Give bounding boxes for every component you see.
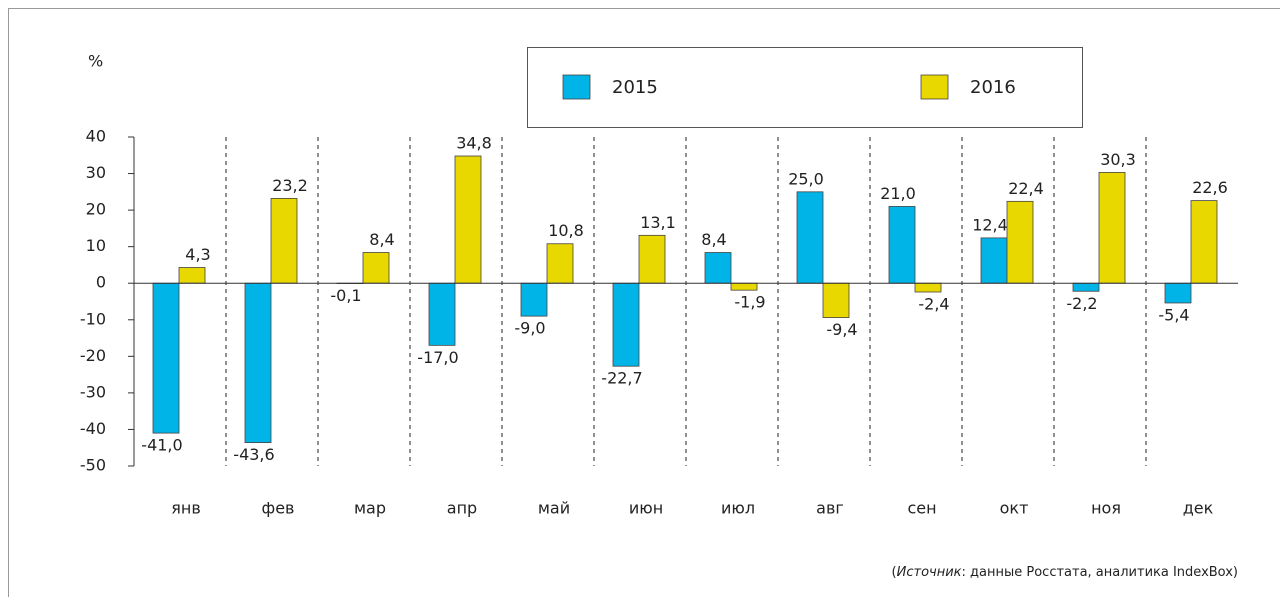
x-tick-label: июл <box>721 499 755 518</box>
value-label: 8,4 <box>701 230 726 249</box>
x-tick-label: янв <box>171 499 201 518</box>
y-tick-label: -20 <box>80 346 106 365</box>
y-tick-label: 30 <box>86 163 106 182</box>
value-label: -9,0 <box>514 319 545 338</box>
legend-swatch <box>921 75 948 99</box>
bar <box>613 283 639 366</box>
x-tick-label: авг <box>816 499 844 518</box>
value-label: -5,4 <box>1158 305 1189 324</box>
bar <box>245 283 271 442</box>
y-tick-label: -30 <box>80 382 106 401</box>
y-tick-label: 10 <box>86 236 106 255</box>
value-label: -41,0 <box>141 436 182 455</box>
x-tick-label: ноя <box>1091 499 1121 518</box>
bar <box>731 283 757 290</box>
x-tick-label: фев <box>262 499 295 518</box>
x-tick-label: май <box>538 499 570 518</box>
value-label: 23,2 <box>272 176 308 195</box>
y-axis-label: % <box>88 52 103 71</box>
bar <box>1007 201 1033 283</box>
bar <box>1073 283 1099 291</box>
y-tick-label: -50 <box>80 456 106 475</box>
value-label: -17,0 <box>417 348 458 367</box>
value-label: -2,4 <box>918 294 949 313</box>
value-label: 4,3 <box>185 245 210 264</box>
value-label: -22,7 <box>601 369 642 388</box>
bar <box>153 283 179 433</box>
y-tick-label: 20 <box>86 200 106 219</box>
value-label: -1,9 <box>734 293 765 312</box>
value-label: 22,6 <box>1192 178 1228 197</box>
legend-label: 2016 <box>970 77 1016 98</box>
y-tick-label: -10 <box>80 309 106 328</box>
value-label: -9,4 <box>826 320 857 339</box>
x-tick-label: апр <box>447 499 477 518</box>
bar <box>179 268 205 284</box>
value-label: -43,6 <box>233 445 274 464</box>
value-label: 21,0 <box>880 184 916 203</box>
y-tick-label: 0 <box>96 273 106 292</box>
value-label: 34,8 <box>456 134 492 153</box>
bar <box>429 283 455 345</box>
bar <box>1099 172 1125 283</box>
legend-swatch <box>563 75 590 99</box>
value-label: 10,8 <box>548 221 584 240</box>
x-tick-label: сен <box>907 499 936 518</box>
value-label: 13,1 <box>640 213 676 232</box>
source-note: (Источник: данные Росстата, аналитика In… <box>892 565 1238 580</box>
source-part: Источник <box>897 565 962 580</box>
bar <box>889 206 915 283</box>
x-tick-label: мар <box>354 499 386 518</box>
bar <box>521 283 547 316</box>
value-label: 30,3 <box>1100 150 1136 169</box>
bar <box>639 235 665 283</box>
bar <box>823 283 849 317</box>
bar <box>363 253 389 284</box>
value-label: 8,4 <box>369 230 394 249</box>
x-tick-label: июн <box>629 499 663 518</box>
bar <box>1191 201 1217 284</box>
value-label: -2,2 <box>1066 294 1097 313</box>
legend-label: 2015 <box>612 77 658 98</box>
value-label: -0,1 <box>330 286 361 305</box>
bar <box>1165 283 1191 303</box>
value-label: 12,4 <box>972 215 1008 234</box>
value-label: 25,0 <box>788 169 824 188</box>
x-tick-label: окт <box>1000 499 1029 518</box>
bar <box>705 253 731 284</box>
y-tick-label: 40 <box>86 127 106 146</box>
value-label: 22,4 <box>1008 179 1044 198</box>
bar <box>981 238 1007 283</box>
bar <box>547 244 573 283</box>
bar <box>455 156 481 283</box>
bar <box>797 192 823 283</box>
source-part: : данные Росстата, аналитика IndexBox) <box>962 565 1238 580</box>
x-tick-label: дек <box>1183 499 1214 518</box>
bar <box>915 283 941 292</box>
bar <box>271 198 297 283</box>
y-tick-label: -40 <box>80 419 106 438</box>
